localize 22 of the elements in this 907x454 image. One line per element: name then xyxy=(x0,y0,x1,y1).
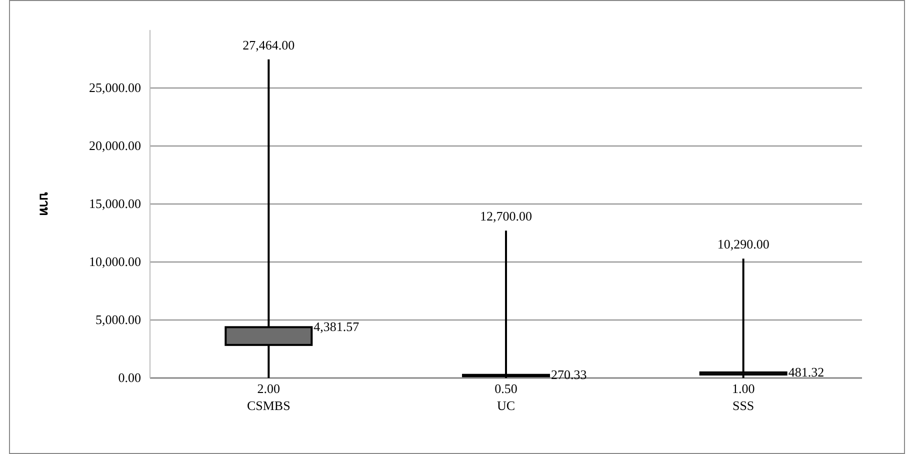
y-tick-label: 15,000.00 xyxy=(89,196,141,211)
annotation: 481.32 xyxy=(788,364,824,380)
x-tick-label: UC xyxy=(496,398,516,413)
candlestick xyxy=(462,230,550,379)
y-tick-label: 10,000.00 xyxy=(89,254,141,269)
candlestick xyxy=(699,258,788,379)
annotation: 0.50 xyxy=(494,381,518,396)
annotation: 27,464.00 xyxy=(242,37,295,52)
annotation: 12,700.00 xyxy=(480,208,532,224)
y-axis-title: บาท xyxy=(37,192,52,216)
y-tick-label: 25,000.00 xyxy=(89,80,141,95)
candlestick xyxy=(224,58,313,379)
y-tick-label: 5,000.00 xyxy=(96,312,141,327)
annotation: 1.00 xyxy=(732,381,755,396)
annotation: 4,381.57 xyxy=(314,319,360,334)
x-tick-label: CSMBS xyxy=(246,398,290,413)
x-tick-label: SSS xyxy=(732,398,754,413)
annotation: 10,290.00 xyxy=(717,236,770,252)
y-tick-label: 0.00 xyxy=(118,370,141,385)
y-tick-label: 20,000.00 xyxy=(89,138,141,153)
annotation: 2.00 xyxy=(257,381,280,396)
annotation: 270.33 xyxy=(551,366,587,382)
